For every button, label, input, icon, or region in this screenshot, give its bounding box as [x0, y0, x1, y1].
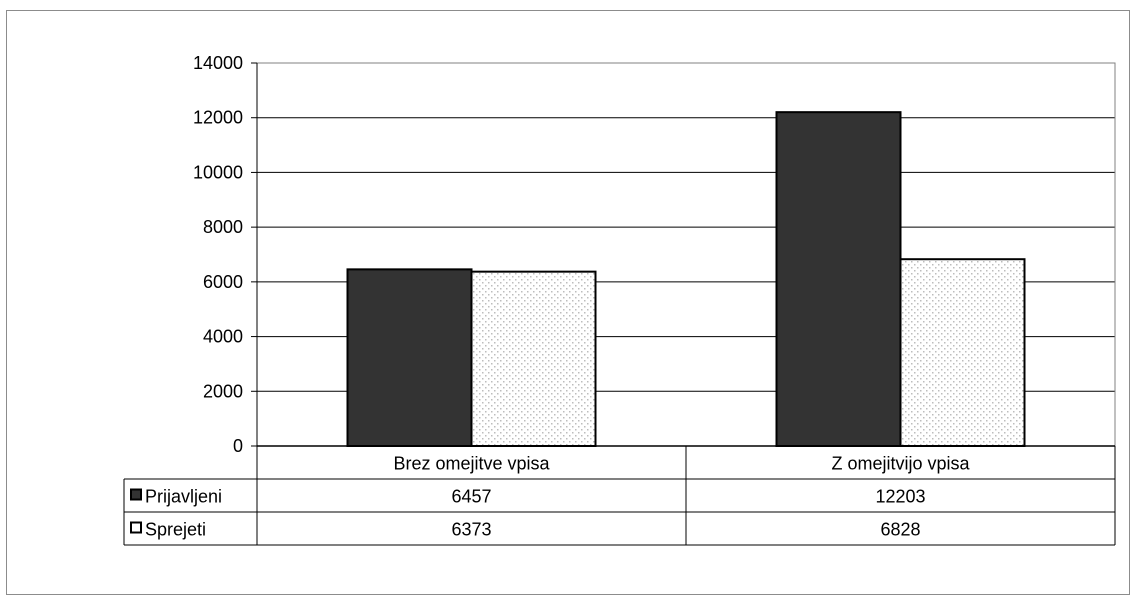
- series-name: Prijavljeni: [145, 487, 222, 507]
- y-tick-label: 14000: [193, 53, 243, 73]
- bar-prijavljeni-1: [346, 268, 473, 447]
- bars: [346, 111, 1026, 447]
- y-tick-label: 8000: [203, 217, 243, 237]
- chart-area: 0 2000 4000 6000 8000 10000 12000 14000 Brez om…: [6, 10, 1130, 595]
- table-value: 12203: [875, 487, 925, 507]
- series-name: Sprejeti: [145, 520, 206, 540]
- bar-sprejeti-1: [470, 270, 597, 447]
- y-tick-label: 0: [233, 436, 243, 456]
- y-axis: 0 2000 4000 6000 8000 10000 12000 14000: [193, 53, 1115, 456]
- y-tick-label: 2000: [203, 381, 243, 401]
- data-table: Brez omejitve vpisa Z omejitvijo vpisa Pri…: [123, 446, 1116, 546]
- y-tick-label: 4000: [203, 327, 243, 347]
- y-tick-label: 6000: [203, 272, 243, 292]
- table-value: 6457: [451, 487, 491, 507]
- y-tick-label: 10000: [193, 162, 243, 182]
- table-value: 6373: [451, 520, 491, 540]
- legend-key-prijavljeni: [130, 488, 142, 501]
- legend-key-sprejeti: [130, 521, 142, 534]
- bar-chart: 0 2000 4000 6000 8000 10000 12000 14000 Brez om…: [123, 53, 1116, 546]
- bar-prijavljeni-2: [775, 111, 902, 447]
- y-tick-label: 12000: [193, 108, 243, 128]
- table-value: 6828: [880, 520, 920, 540]
- category-label: Z omejitvijo vpisa: [831, 454, 970, 474]
- category-label: Brez omejitve vpisa: [393, 454, 550, 474]
- bar-sprejeti-2: [899, 258, 1026, 447]
